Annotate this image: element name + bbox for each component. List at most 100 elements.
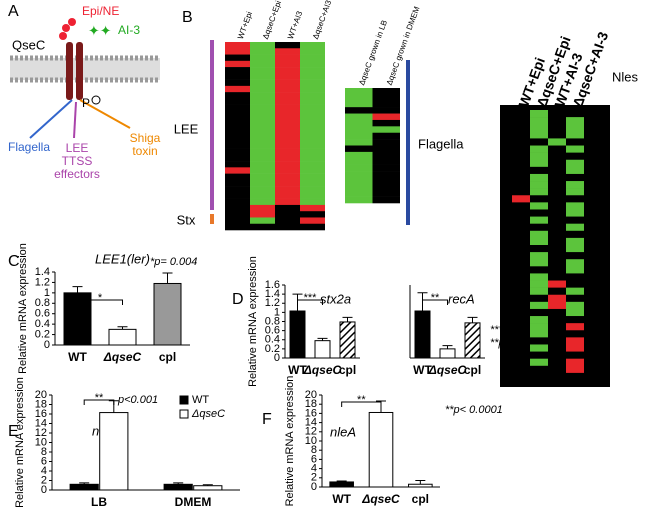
heat-cell	[530, 351, 548, 359]
heat-cell	[530, 202, 548, 210]
heat-cell	[372, 113, 400, 121]
heat-cell	[512, 301, 530, 310]
heat-cell	[530, 124, 548, 132]
heat-cell	[345, 151, 373, 159]
heat-cell	[512, 152, 530, 161]
y-tick-label: 10	[35, 436, 47, 448]
heat-cell	[548, 159, 566, 168]
heat-cell	[566, 351, 584, 359]
heat-cell	[225, 217, 250, 225]
bar	[63, 292, 92, 346]
heat-cell	[225, 142, 250, 149]
heat-cell	[250, 67, 275, 74]
heat-cell	[548, 273, 566, 281]
heat-cell	[250, 85, 275, 93]
y-tick-label: 0	[274, 352, 280, 364]
heat-cell	[530, 230, 548, 239]
heat-cell	[530, 159, 548, 168]
heat-cell	[566, 287, 584, 296]
heat-cell	[225, 211, 250, 218]
heat-cell	[345, 183, 373, 191]
heat-cell	[512, 323, 530, 331]
heat-cell	[512, 216, 530, 224]
heat-cell	[512, 316, 530, 324]
y-tick-label: 0.8	[265, 315, 280, 327]
error-bar	[442, 345, 453, 349]
heat-cell	[512, 237, 530, 246]
heat-cell	[548, 202, 566, 210]
bar	[108, 328, 137, 346]
heat-cell	[566, 308, 584, 317]
heat-cell	[300, 223, 325, 231]
heat-cell	[530, 259, 548, 267]
heat-cell	[250, 73, 275, 80]
x-tick-label: cpl	[339, 363, 356, 377]
heat-cell	[275, 211, 300, 218]
heat-cell	[566, 181, 584, 189]
heat-cell	[300, 148, 325, 156]
y-tick-label: 0	[44, 339, 50, 351]
heat-cell	[548, 351, 566, 359]
heat-cell	[300, 129, 325, 137]
heat-cell	[548, 252, 566, 260]
bar	[339, 321, 356, 359]
heat-cell	[275, 79, 300, 87]
heat-cell	[275, 85, 300, 93]
heat-cell	[275, 129, 300, 137]
heat-cell	[530, 365, 548, 374]
heat-cell	[345, 113, 373, 121]
y-tick-label: 1.2	[265, 297, 280, 309]
annotation: p<0.001	[117, 394, 158, 406]
heat-cell	[512, 245, 530, 253]
heat-cell	[300, 161, 325, 168]
y-axis-label: Relative mRNA expression	[247, 256, 259, 387]
y-tick-label: 8	[41, 446, 47, 458]
heat-cell	[345, 100, 373, 108]
sig-bracket	[77, 299, 123, 305]
heat-cell	[530, 138, 548, 146]
heat-cell	[250, 173, 275, 181]
y-tick-label: 0.4	[265, 334, 280, 346]
heat-cell	[300, 154, 325, 162]
heat-cell	[275, 154, 300, 162]
heat-cell	[250, 204, 275, 212]
heat-cell	[512, 138, 530, 146]
heat-cell	[345, 190, 373, 197]
heat-cell	[345, 171, 373, 178]
heat-cell	[548, 294, 566, 303]
heat-cell	[225, 67, 250, 74]
heat-cell	[225, 179, 250, 187]
heat-cell	[345, 164, 373, 172]
heat-cell	[250, 223, 275, 231]
y-axis-label: Relative mRNA expression	[17, 243, 29, 374]
bar	[289, 310, 306, 359]
y-tick-label: 10	[305, 435, 317, 447]
phospho-label: P	[82, 96, 90, 110]
heat-cell	[250, 92, 275, 99]
heat-cell	[512, 124, 530, 132]
heat-cell	[566, 323, 584, 331]
heat-cell	[512, 159, 530, 168]
heat-cell	[512, 195, 530, 203]
heat-cell	[530, 216, 548, 224]
heat-cell	[530, 195, 548, 203]
heat-cell	[300, 173, 325, 181]
heat-cell	[566, 280, 584, 288]
heat-cell	[345, 145, 373, 153]
heat-cell	[225, 154, 250, 162]
heat-cell	[225, 104, 250, 112]
heat-cell	[275, 104, 300, 112]
heat-cell	[250, 167, 275, 174]
chart-title: stx2a	[320, 291, 351, 306]
heat-cell	[225, 110, 250, 118]
heat-cell	[250, 198, 275, 206]
annotation: *p= 0.004	[150, 256, 197, 268]
heat-cell	[300, 136, 325, 143]
heat-cell	[530, 209, 548, 217]
heat-cell	[250, 98, 275, 105]
heat-cell	[512, 188, 530, 196]
heat-cell	[250, 192, 275, 199]
heat-cell	[300, 179, 325, 187]
sig-label: **	[95, 392, 104, 404]
